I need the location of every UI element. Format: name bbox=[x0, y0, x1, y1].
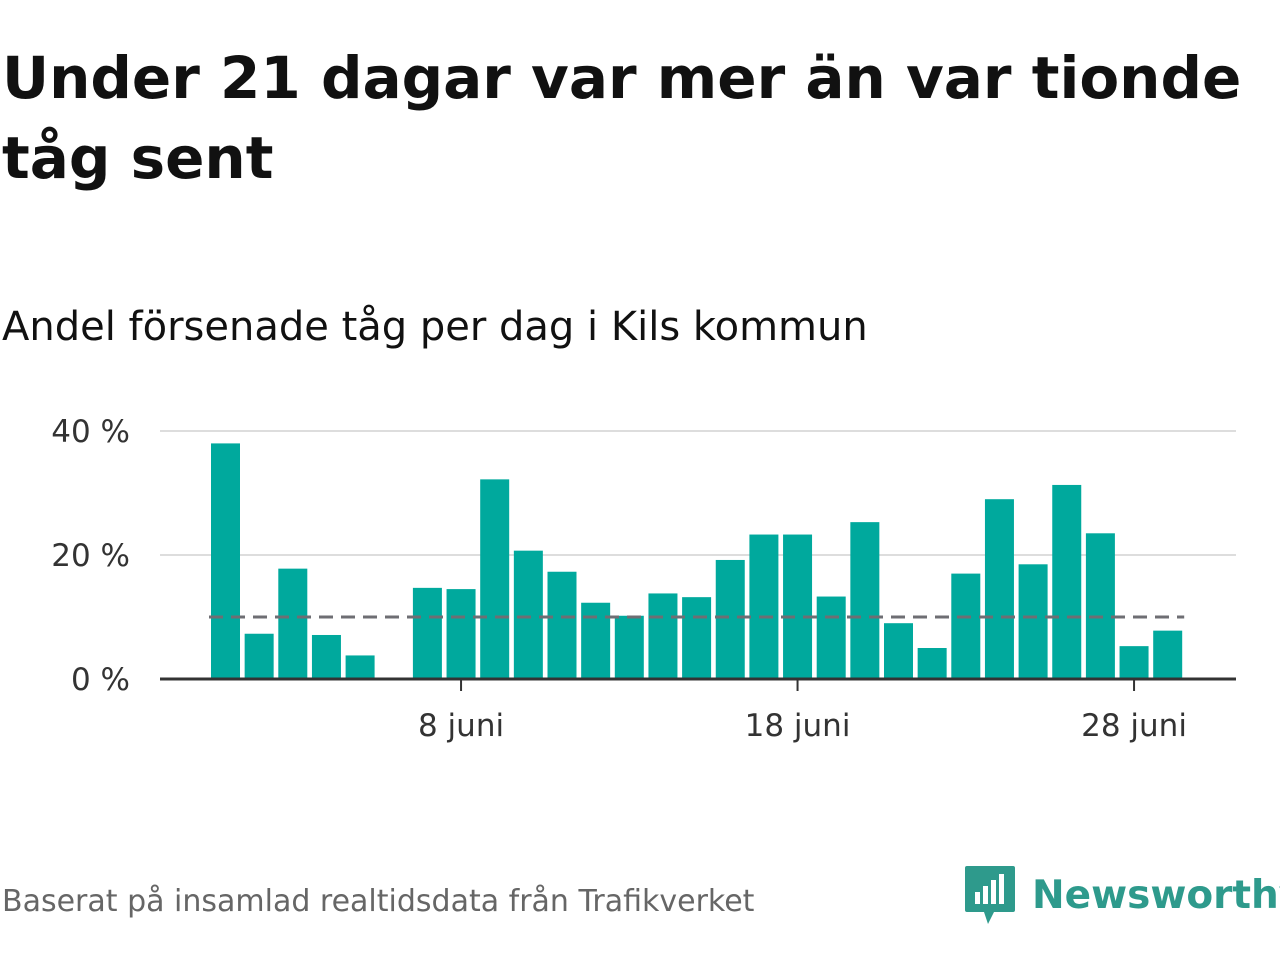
bar bbox=[816, 596, 846, 679]
bar-chart: 0 % 20 % 40 % 8 juni 18 juni 28 juni bbox=[51, 414, 1236, 744]
bar bbox=[884, 623, 913, 679]
bar bbox=[1085, 533, 1115, 679]
bar bbox=[513, 550, 543, 679]
bar bbox=[1119, 646, 1149, 679]
y-tick-label: 20 % bbox=[51, 538, 130, 574]
bars bbox=[211, 443, 1183, 679]
brand-name: Newsworthy bbox=[1032, 872, 1280, 918]
bar bbox=[984, 499, 1014, 679]
bar bbox=[951, 573, 981, 679]
y-tick-label: 0 % bbox=[71, 662, 130, 698]
bar bbox=[446, 589, 476, 679]
x-tick-label: 18 juni bbox=[745, 708, 851, 744]
newsworthy-logo-icon bbox=[965, 866, 1015, 924]
bar bbox=[1052, 484, 1082, 679]
bar bbox=[850, 522, 880, 679]
bar bbox=[715, 559, 745, 679]
source-note: Baserat på insamlad realtidsdata från Tr… bbox=[2, 884, 755, 919]
brand-logo: Newsworthy bbox=[964, 862, 1280, 928]
x-tick-label: 28 juni bbox=[1081, 708, 1187, 744]
chart-title: Under 21 dagar var mer än var tionde tåg… bbox=[2, 44, 1242, 192]
bar bbox=[412, 587, 442, 679]
bar bbox=[480, 479, 510, 679]
y-tick-label: 40 % bbox=[51, 414, 130, 450]
bar bbox=[682, 597, 712, 679]
bar bbox=[614, 615, 644, 679]
x-tick-label: 8 juni bbox=[418, 708, 504, 744]
bar bbox=[311, 634, 341, 679]
bar bbox=[581, 602, 611, 679]
y-axis-tick-labels: 0 % 20 % 40 % bbox=[51, 414, 130, 698]
bar bbox=[345, 655, 375, 679]
bar bbox=[749, 534, 779, 679]
bar bbox=[783, 534, 813, 679]
bar bbox=[1018, 564, 1048, 679]
bar bbox=[211, 443, 240, 679]
chart-subtitle: Andel försenade tåg per dag i Kils kommu… bbox=[2, 304, 868, 350]
bar bbox=[1153, 630, 1183, 679]
bar bbox=[244, 633, 274, 679]
bar bbox=[917, 648, 947, 679]
bar bbox=[547, 571, 577, 679]
x-axis: 8 juni 18 juni 28 juni bbox=[160, 677, 1236, 744]
bar bbox=[648, 593, 678, 679]
bar bbox=[278, 568, 308, 679]
